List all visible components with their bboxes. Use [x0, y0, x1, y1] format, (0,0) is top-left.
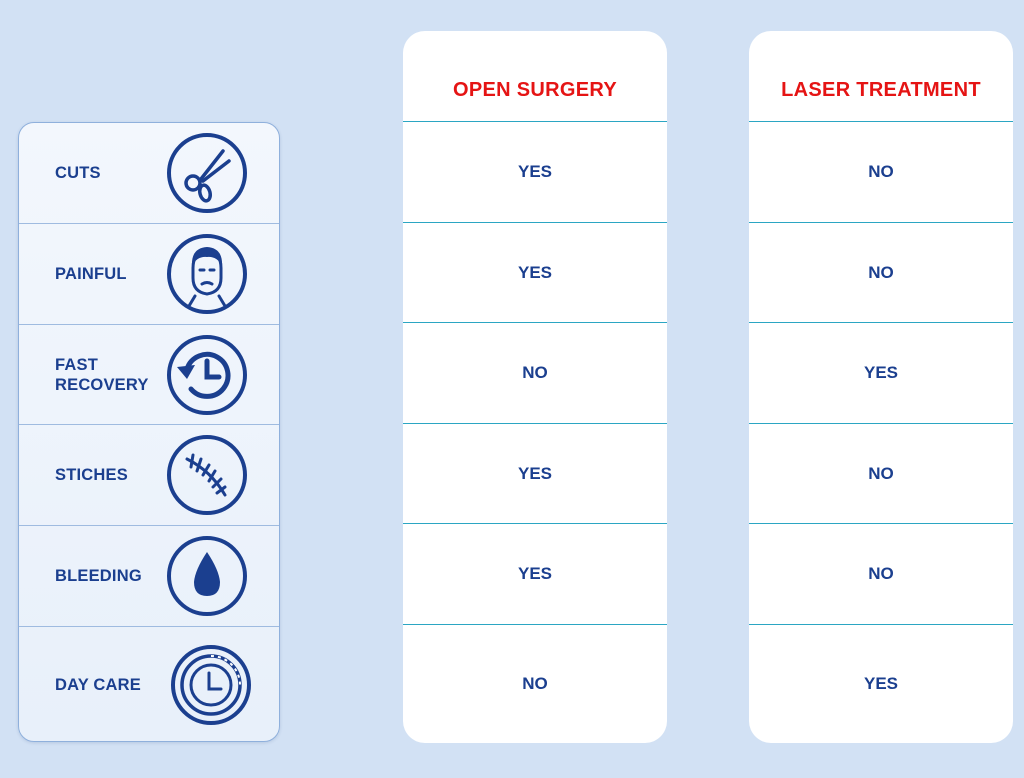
cell-value: YES: [863, 674, 899, 693]
feature-label: DAY CARE: [55, 676, 141, 694]
column-title: LASER TREATMENT: [781, 79, 981, 101]
cell-value: YES: [517, 463, 553, 483]
cell-value: YES: [517, 262, 553, 282]
table-cell: NO: [749, 223, 1013, 323]
day-care-clock-icon: [171, 645, 251, 725]
feature-row-painful: PAINFUL: [19, 224, 279, 325]
feature-row-cuts: CUTS: [19, 123, 279, 224]
table-cell: YES: [403, 223, 667, 323]
table-cell: NO: [749, 524, 1013, 625]
cell-value: YES: [863, 363, 899, 382]
feature-row-day-care: DAY CARE: [19, 627, 279, 741]
table-cell: NO: [749, 424, 1013, 524]
table-cell: YES: [403, 524, 667, 625]
cell-value: NO: [868, 162, 894, 181]
cell-value: NO: [868, 262, 894, 282]
open-surgery-column: OPEN SURGERY YES YES NO YES YES NO: [403, 31, 667, 743]
feature-label: FAST RECOVERY: [55, 355, 149, 394]
cell-value: NO: [522, 363, 548, 382]
feature-label: STICHES: [55, 466, 128, 484]
feature-row-fast-recovery: FAST RECOVERY: [19, 325, 279, 425]
cell-value: YES: [517, 564, 553, 583]
cell-value: YES: [517, 162, 553, 181]
table-cell: YES: [749, 625, 1013, 743]
laser-treatment-column: LASER TREATMENT NO NO YES NO NO YES: [749, 31, 1013, 743]
feature-label: BLEEDING: [55, 567, 142, 585]
cell-value: NO: [868, 564, 894, 583]
column-header: LASER TREATMENT: [749, 31, 1013, 122]
table-cell: NO: [403, 323, 667, 424]
blood-drop-icon: [167, 536, 247, 616]
stitches-icon: [167, 435, 247, 515]
feature-label: CUTS: [55, 164, 101, 182]
table-cell: YES: [403, 122, 667, 223]
feature-list-panel: CUTS PAINFUL FAST R: [18, 122, 280, 742]
column-title: OPEN SURGERY: [452, 79, 617, 101]
table-cell: NO: [403, 625, 667, 743]
table-cell: NO: [749, 122, 1013, 223]
column-header: OPEN SURGERY: [403, 31, 667, 122]
feature-row-stiches: STICHES: [19, 425, 279, 526]
cell-value: NO: [522, 674, 548, 693]
pained-face-icon: [167, 234, 247, 314]
cell-value: NO: [868, 463, 894, 483]
feature-row-bleeding: BLEEDING: [19, 526, 279, 627]
table-cell: YES: [749, 323, 1013, 424]
feature-label: PAINFUL: [55, 265, 127, 283]
table-cell: YES: [403, 424, 667, 524]
recovery-clock-icon: [167, 334, 247, 415]
scissors-icon: [167, 133, 247, 213]
